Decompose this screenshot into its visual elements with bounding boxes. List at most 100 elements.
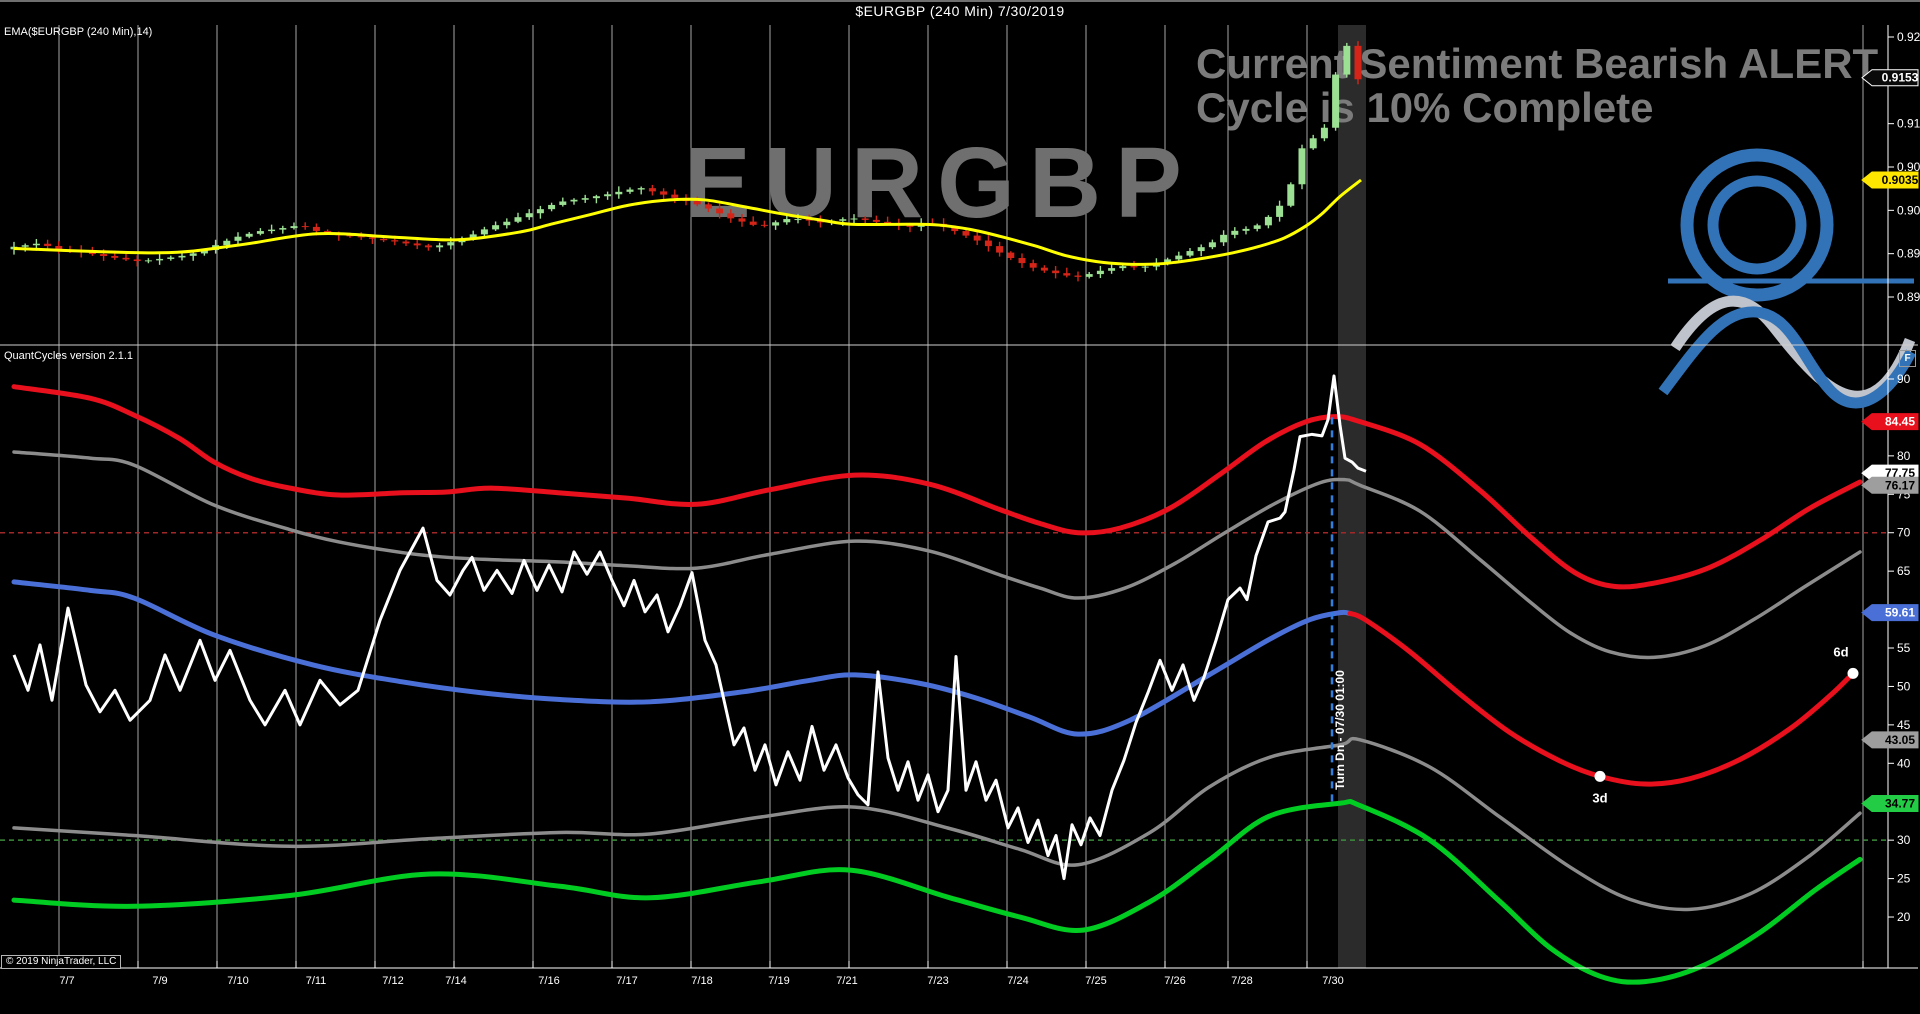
date-label: 7/9 (152, 975, 167, 987)
forecast-dot-3d (1594, 770, 1606, 782)
candle-body (178, 255, 186, 258)
candle-body (1253, 225, 1261, 229)
candle-body (738, 218, 746, 222)
cycle-tick-label: 70 (1897, 526, 1911, 540)
candle-body (32, 243, 40, 246)
candle-body (984, 240, 992, 247)
price-tick-label: 0.9000 (1897, 203, 1920, 217)
candle-body (1354, 45, 1362, 80)
candle-body (1074, 275, 1082, 277)
candle-body (413, 243, 421, 246)
candle-body (10, 246, 18, 250)
candle-body (21, 245, 29, 247)
signal-line-white (12, 374, 1367, 881)
cycle-tick-label: 55 (1897, 641, 1911, 655)
cycle-marker-43.05-box (1861, 731, 1919, 749)
candle-body (1063, 273, 1071, 276)
cycle-marker-76.17-text: 76.17 (1885, 478, 1915, 492)
candle-body (44, 243, 52, 246)
candle-body (1231, 230, 1239, 235)
chart-title: $EURGBP (240 Min) 7/30/2019 (855, 3, 1065, 19)
candle-body (1175, 255, 1183, 260)
candle-body (447, 242, 455, 246)
candle-body (1320, 127, 1328, 139)
cycle-marker-43.05-text: 43.05 (1885, 733, 1915, 747)
cycle-tick-label: 25 (1897, 872, 1911, 886)
candle-body (660, 191, 668, 195)
candle-body (100, 254, 108, 257)
candle-body (906, 225, 914, 227)
candle-body (884, 221, 892, 224)
candle-body (615, 191, 623, 195)
cycle-marker-34.77-text: 34.77 (1885, 796, 1915, 810)
ema-line (13, 178, 1362, 266)
date-label: 7/16 (538, 975, 559, 987)
logo-gray-wave (1670, 295, 1916, 402)
price-marker-0.9153-box (1861, 69, 1919, 87)
cycle-marker-84.45-text: 84.45 (1885, 415, 1915, 429)
candle-body (1018, 258, 1026, 264)
candle-body (424, 245, 432, 248)
date-label: 7/12 (382, 975, 403, 987)
band-mid_band_blue (11, 579, 1353, 737)
candle-body (167, 257, 175, 259)
candle-body (749, 221, 757, 225)
candle-body (704, 204, 712, 209)
sentiment-alert-line1: Current Sentiment Bearish ALERT (1196, 40, 1879, 87)
cycle-marker-76.17-box (1861, 476, 1919, 494)
candle-body (783, 219, 791, 223)
cycle-tick-label: 20 (1897, 910, 1911, 924)
candle-body (1242, 228, 1250, 231)
candle-body (637, 188, 645, 190)
candle-body (492, 225, 500, 230)
forecast-dot-6d (1847, 667, 1859, 679)
candle-body (816, 220, 824, 223)
candle-body (290, 226, 298, 229)
fixed-scale-button[interactable]: F (1899, 350, 1916, 367)
candle-body (581, 198, 589, 200)
candle-body (301, 226, 309, 228)
candle-body (111, 256, 119, 258)
cycle-marker-34.77-box (1861, 794, 1919, 812)
candle-body (514, 217, 522, 222)
candle-body (570, 199, 578, 202)
candle-body (503, 221, 511, 226)
candle-body (1332, 74, 1340, 128)
date-label: 7/28 (1231, 975, 1252, 987)
candle-body (839, 219, 847, 221)
candle-body (122, 257, 130, 260)
price-marker-0.9153-text: 0.9153 (1882, 71, 1919, 85)
cycle-tick-label: 50 (1897, 679, 1911, 693)
candle-body (1108, 268, 1116, 271)
candle-body (1164, 259, 1172, 263)
date-label: 7/24 (1007, 975, 1028, 987)
date-axis[interactable]: 7/7 7/9 7/10 7/11 7/12 7/14 7/16 7/17 7/18 7/19 7/… (58, 961, 1864, 987)
candle-body (861, 218, 869, 220)
candle-body (626, 189, 634, 192)
cycle-tick-label: 30 (1897, 833, 1911, 847)
cycle-marker-59.61-box (1861, 604, 1919, 622)
date-label: 7/19 (768, 975, 789, 987)
candle-body (256, 231, 264, 234)
candle-body (1029, 263, 1037, 268)
current-bar-highlight (1338, 25, 1366, 968)
candle-body (872, 219, 880, 222)
candle-body (312, 226, 320, 231)
candle-body (592, 196, 600, 199)
candle-body (436, 245, 444, 248)
candle-body (693, 201, 701, 205)
cycle-marker-77.75-text: 77.75 (1885, 466, 1915, 480)
candle-body (1220, 234, 1228, 243)
candle-body (245, 233, 253, 237)
candle-body (951, 226, 959, 232)
candle-body (368, 237, 376, 239)
candle-body (1298, 148, 1306, 185)
price-tick-label: 0.8950 (1897, 247, 1920, 261)
candle-body (1309, 138, 1317, 149)
candle-body (1040, 267, 1048, 271)
candle-body (402, 241, 410, 244)
candle-body (536, 209, 544, 214)
price-axis[interactable]: 0.9200 0.9100 0.9050 0.9000 0.8950 0.8900 90 80… (1861, 30, 1920, 924)
date-label: 7/14 (445, 975, 466, 987)
